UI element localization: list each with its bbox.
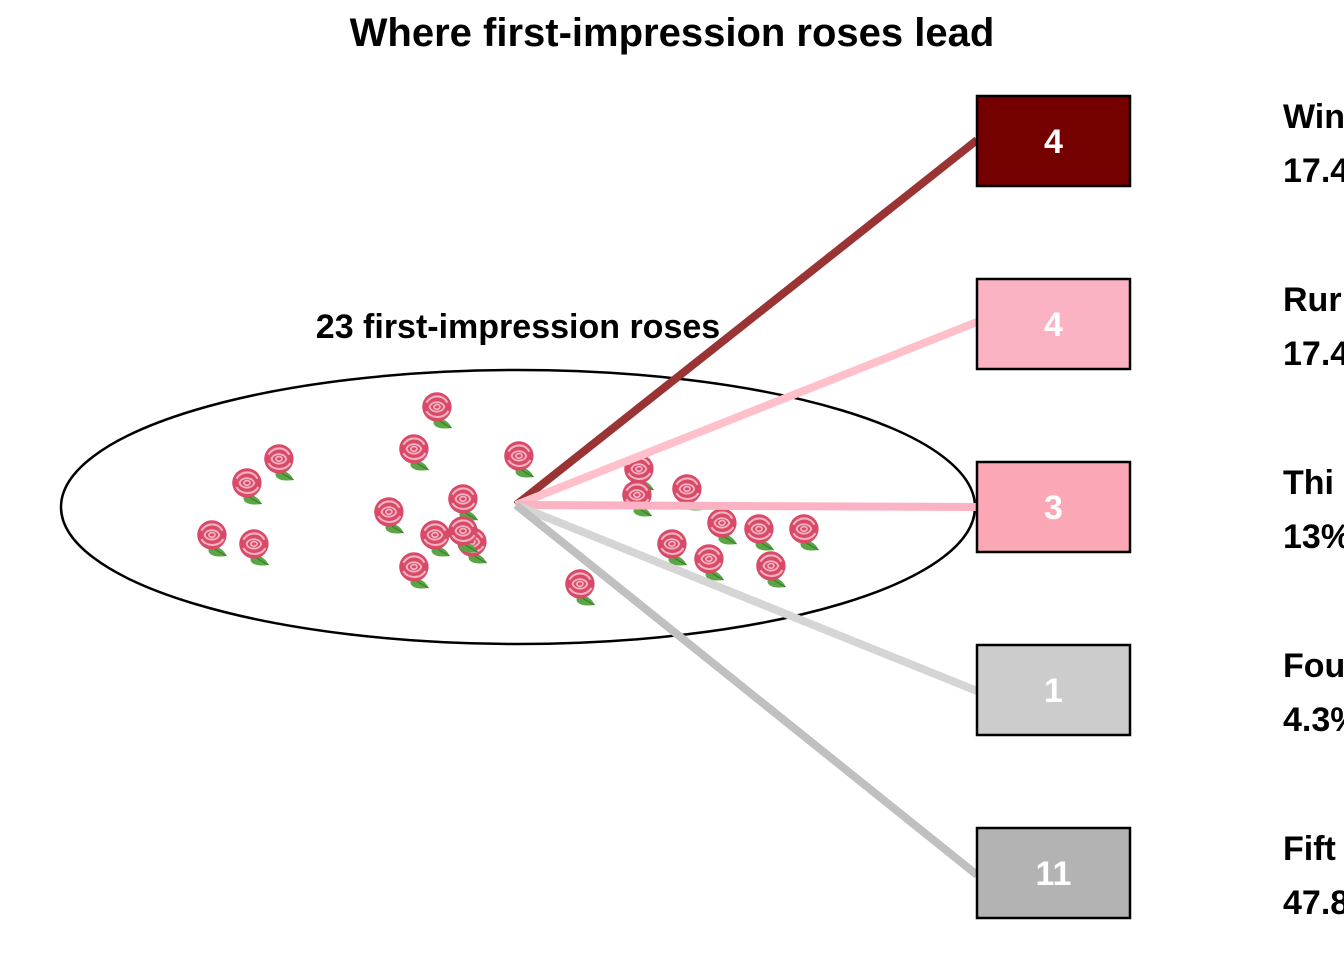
flow-line-thi: [515, 501, 978, 511]
rose-icon: [419, 519, 451, 558]
outcome-label-win: Win: [1283, 98, 1344, 136]
rose-icon: [263, 443, 295, 482]
rose-icon: [621, 479, 653, 518]
outcome-label-fift: Fift: [1283, 830, 1336, 868]
rose-icon: [743, 513, 775, 552]
rose-icon: [373, 496, 405, 535]
group-label: 23 first-impression roses: [316, 308, 720, 346]
outcome-count-fou: 1: [1044, 672, 1063, 710]
flow-line-fou: [514, 501, 979, 695]
rose-icon: [196, 519, 228, 558]
rose-icon: [398, 551, 430, 590]
outcome-label-rur: Rur: [1283, 281, 1342, 319]
rose-icon: [447, 483, 479, 522]
outcome-percent-fift: 47.8: [1283, 884, 1344, 922]
rose-icon: [231, 467, 263, 506]
flow-line-rur: [514, 318, 979, 509]
flow-line-win: [513, 136, 980, 509]
outcome-box-win: [975, 94, 1132, 188]
outcome-count-thi: 3: [1044, 489, 1063, 527]
outcome-count-fift: 11: [1036, 855, 1072, 893]
outcome-count-win: 4: [1044, 123, 1063, 161]
outcome-percent-thi: 13%: [1283, 518, 1344, 556]
rose-icon: [755, 550, 787, 589]
outcome-percent-rur: 17.4: [1283, 335, 1344, 373]
rose-icon: [398, 433, 430, 472]
outcome-box-rur: [975, 277, 1132, 371]
outcome-box-thi: [975, 460, 1132, 554]
outcome-boxes: 4 Win 17.4 4 Rur 17.4 3 Thi 13% 1 Fou 4.3% 11 Fift 47.…: [975, 94, 1344, 922]
chart-title: Where first-impression roses lead: [350, 11, 995, 55]
rose-icon: [421, 391, 453, 430]
rose-icon: [238, 528, 270, 567]
rose-icon: [788, 513, 820, 552]
rose-icon: [447, 515, 479, 554]
rose-icon: [503, 440, 535, 479]
rose-icon: [706, 507, 738, 546]
outcome-box-fift: [975, 826, 1132, 920]
outcome-box-fou: [975, 643, 1132, 737]
outcome-label-fou: Fou: [1283, 647, 1344, 685]
flow-line-fift: [513, 501, 980, 879]
outcome-percent-fou: 4.3%: [1283, 701, 1344, 739]
outcome-label-thi: Thi: [1283, 464, 1334, 502]
rose-icon: [564, 568, 596, 607]
outcome-count-rur: 4: [1044, 306, 1063, 344]
flow-lines: [513, 136, 980, 879]
outcome-percent-win: 17.4: [1283, 152, 1344, 190]
